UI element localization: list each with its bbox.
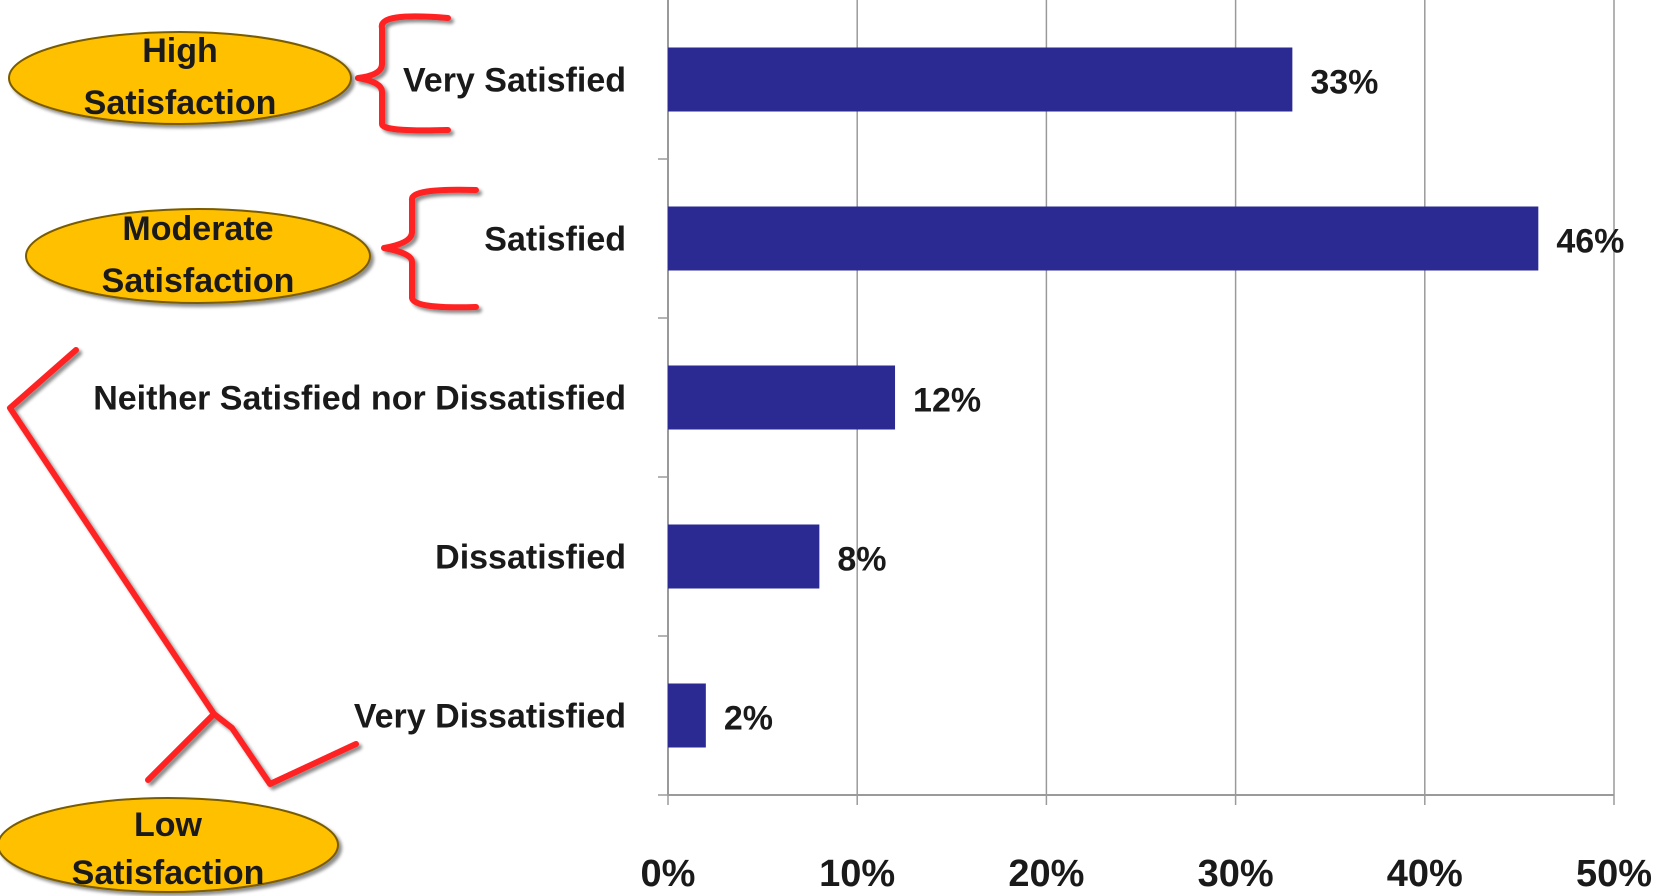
x-tick-label: 30%	[1198, 853, 1274, 895]
bar	[668, 47, 1293, 112]
moderate-satisfaction-line2: Satisfaction	[102, 262, 295, 300]
high-satisfaction-line1: High	[142, 32, 218, 70]
x-tick-label: 50%	[1576, 853, 1652, 895]
high-satisfaction-bubble: High Satisfaction	[8, 31, 352, 125]
moderate-satisfaction-bubble: Moderate Satisfaction	[25, 208, 371, 304]
value-label: 33%	[1310, 64, 1378, 102]
category-label: Very Dissatisfied	[354, 698, 626, 736]
bar	[668, 524, 820, 589]
category-label: Satisfied	[484, 221, 626, 259]
moderate-satisfaction-bracket	[381, 186, 479, 311]
category-labels: Very Satisfied Satisfied Neither Satisfied…	[93, 62, 626, 736]
value-labels: 33% 46% 12% 8% 2%	[724, 64, 1625, 738]
value-label: 8%	[837, 541, 886, 579]
low-satisfaction-line2: Satisfaction	[72, 854, 265, 892]
gridlines	[856, 0, 1615, 795]
moderate-satisfaction-line1: Moderate	[122, 210, 273, 248]
bar	[668, 683, 706, 748]
low-satisfaction-bracket	[7, 347, 359, 787]
value-label: 46%	[1556, 223, 1624, 261]
x-tick-label: 20%	[1008, 853, 1084, 895]
x-tick-labels: 0% 10% 20% 30% 40% 50%	[641, 853, 1652, 895]
x-tick-label: 40%	[1387, 853, 1463, 895]
category-label: Neither Satisfied nor Dissatisfied	[93, 380, 626, 418]
bar	[668, 206, 1539, 271]
low-satisfaction-line1: Low	[134, 806, 203, 844]
high-satisfaction-bracket	[355, 13, 451, 134]
low-satisfaction-bubble: Low Satisfaction	[0, 797, 339, 893]
category-label: Very Satisfied	[403, 62, 626, 100]
bar	[668, 365, 896, 430]
x-tick-label: 10%	[819, 853, 895, 895]
value-label: 2%	[724, 700, 773, 738]
bars	[668, 47, 1539, 748]
category-label: Dissatisfied	[435, 539, 626, 577]
high-satisfaction-line2: Satisfaction	[84, 84, 277, 122]
x-tick-label: 0%	[641, 853, 696, 895]
value-label: 12%	[913, 382, 981, 420]
